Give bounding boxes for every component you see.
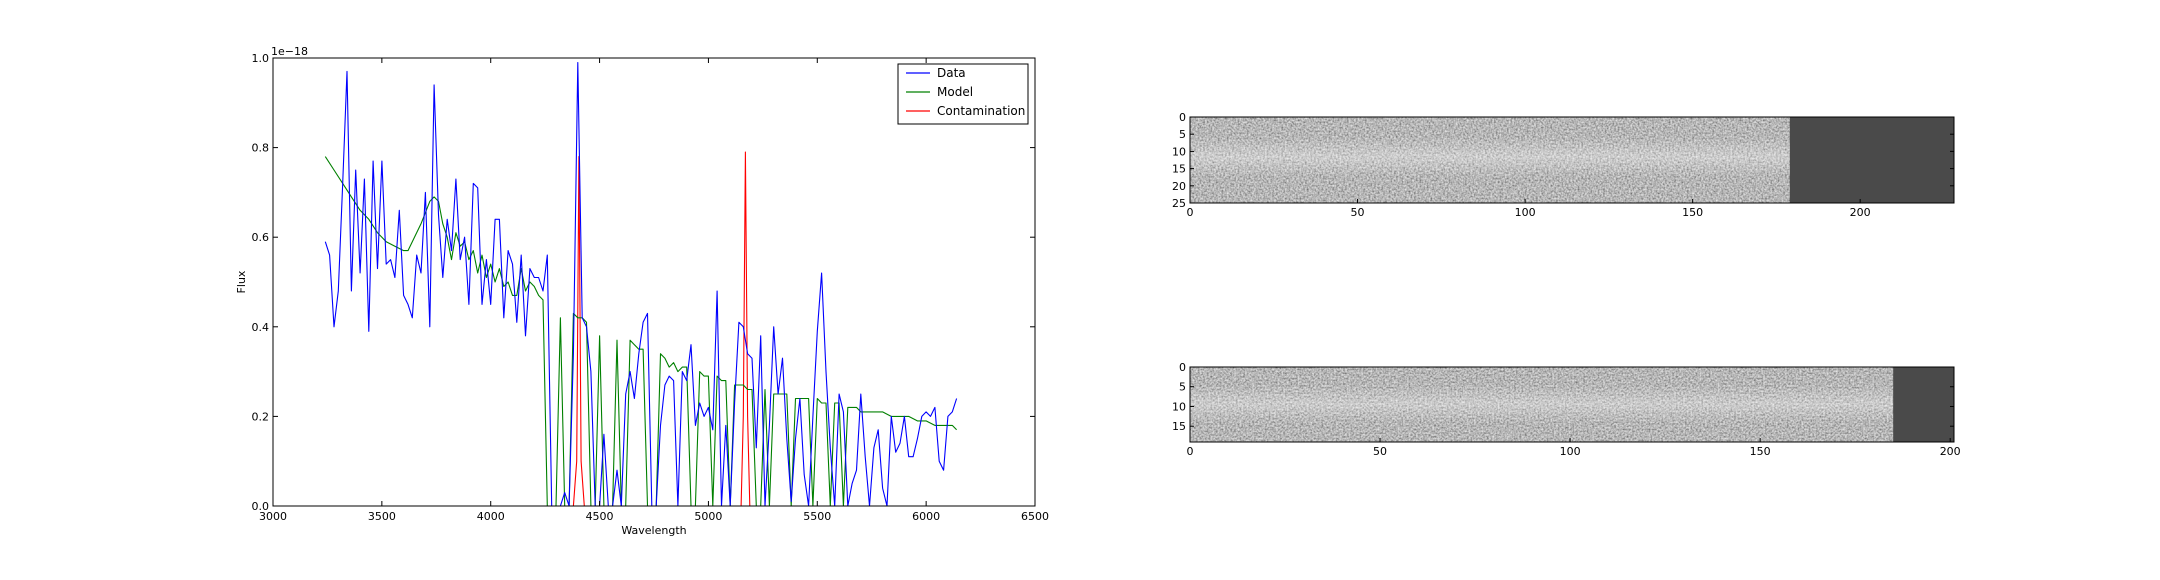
y-tick-label: 5: [1179, 128, 1186, 141]
spectrum-y-ticks: 0.0 0.2 0.4 0.6 0.8 1.0: [252, 52, 1035, 513]
image-1-padding: [1789, 117, 1954, 203]
y-axis-label: Flux: [235, 270, 248, 293]
spectrum-plot-area: [273, 58, 1035, 506]
x-tick-label: 200: [1940, 445, 1961, 458]
y-tick-label: 0.0: [252, 500, 270, 513]
spectrum-chart: 3000 3500 4000 4500 5000 5500 6000 6500 0.00.20…: [235, 45, 1049, 537]
y-tick-label: 0.4: [252, 321, 270, 334]
legend-label-data: Data: [937, 66, 966, 80]
y-tick-label: 25: [1172, 197, 1186, 210]
x-tick-label: 150: [1750, 445, 1771, 458]
image-2-x-ticks: 0 50 100 150 200: [1187, 438, 1961, 458]
x-tick-label: 100: [1515, 206, 1536, 219]
spectrum-image-1: 0 50 100 150 200 0 5 10 15 20 25: [1172, 111, 1955, 219]
y-tick-label: 0.8: [252, 142, 270, 155]
x-tick-label: 50: [1351, 206, 1365, 219]
y-tick-label: 0.6: [252, 231, 270, 244]
x-tick-label: 0: [1187, 206, 1194, 219]
y-tick-label: 0.2: [252, 410, 270, 423]
y-tick-label: 15: [1172, 420, 1186, 433]
y-tick-label: 20: [1172, 180, 1186, 193]
x-tick-label: 150: [1682, 206, 1703, 219]
x-tick-label: 6500: [1021, 510, 1049, 523]
y-tick-label: 1.0: [252, 52, 270, 65]
x-tick-label: 200: [1850, 206, 1871, 219]
image-2-y-ticks: 0 5 10 15: [1172, 361, 1954, 433]
series-line-contamination: [325, 151, 957, 506]
y-tick-label: 0: [1179, 111, 1186, 124]
spectrum-axes-frame: [272, 57, 1036, 507]
x-tick-label: 6000: [912, 510, 940, 523]
x-tick-label: 0: [1187, 445, 1194, 458]
spectrum-series-group: [324, 61, 958, 506]
image-1-trace: [1190, 137, 1790, 177]
x-tick-label: 5500: [803, 510, 831, 523]
y-tick-label: 15: [1172, 163, 1186, 176]
image-2-padding: [1893, 367, 1954, 442]
x-tick-label: 5000: [694, 510, 722, 523]
image-2-trace: [1190, 385, 1894, 423]
x-tick-label: 3500: [368, 510, 396, 523]
y-tick-label: 10: [1172, 145, 1186, 158]
x-tick-label: 3000: [259, 510, 287, 523]
y-tick-label: 0: [1179, 361, 1186, 374]
image-1-x-ticks: 0 50 100 150 200: [1187, 199, 1871, 219]
x-tick-label: 50: [1373, 445, 1387, 458]
y-tick-label: 10: [1172, 400, 1186, 413]
x-axis-label: Wavelength: [621, 524, 686, 537]
legend-label-model: Model: [937, 85, 973, 99]
x-tick-label: 100: [1560, 445, 1581, 458]
spectrum-x-ticks: 3000 3500 4000 4500 5000 5500 6000 6500: [259, 58, 1049, 523]
spectrum-image-2: 0 50 100 150 200 0 5 10 15: [1172, 361, 1961, 458]
series-line-data: [324, 61, 958, 506]
image-1-y-ticks: 0 5 10 15 20 25: [1172, 111, 1954, 210]
image-2-frame: [1189, 366, 1955, 443]
y-tick-label: 5: [1179, 381, 1186, 394]
x-tick-label: 4500: [586, 510, 614, 523]
y-offset-text: 1e−18: [271, 45, 308, 58]
legend: Data Model Contamination: [897, 63, 1029, 125]
x-tick-label: 4000: [477, 510, 505, 523]
legend-label-contamination: Contamination: [937, 104, 1025, 118]
legend-box: [897, 63, 1029, 125]
image-1-frame: [1189, 116, 1955, 204]
